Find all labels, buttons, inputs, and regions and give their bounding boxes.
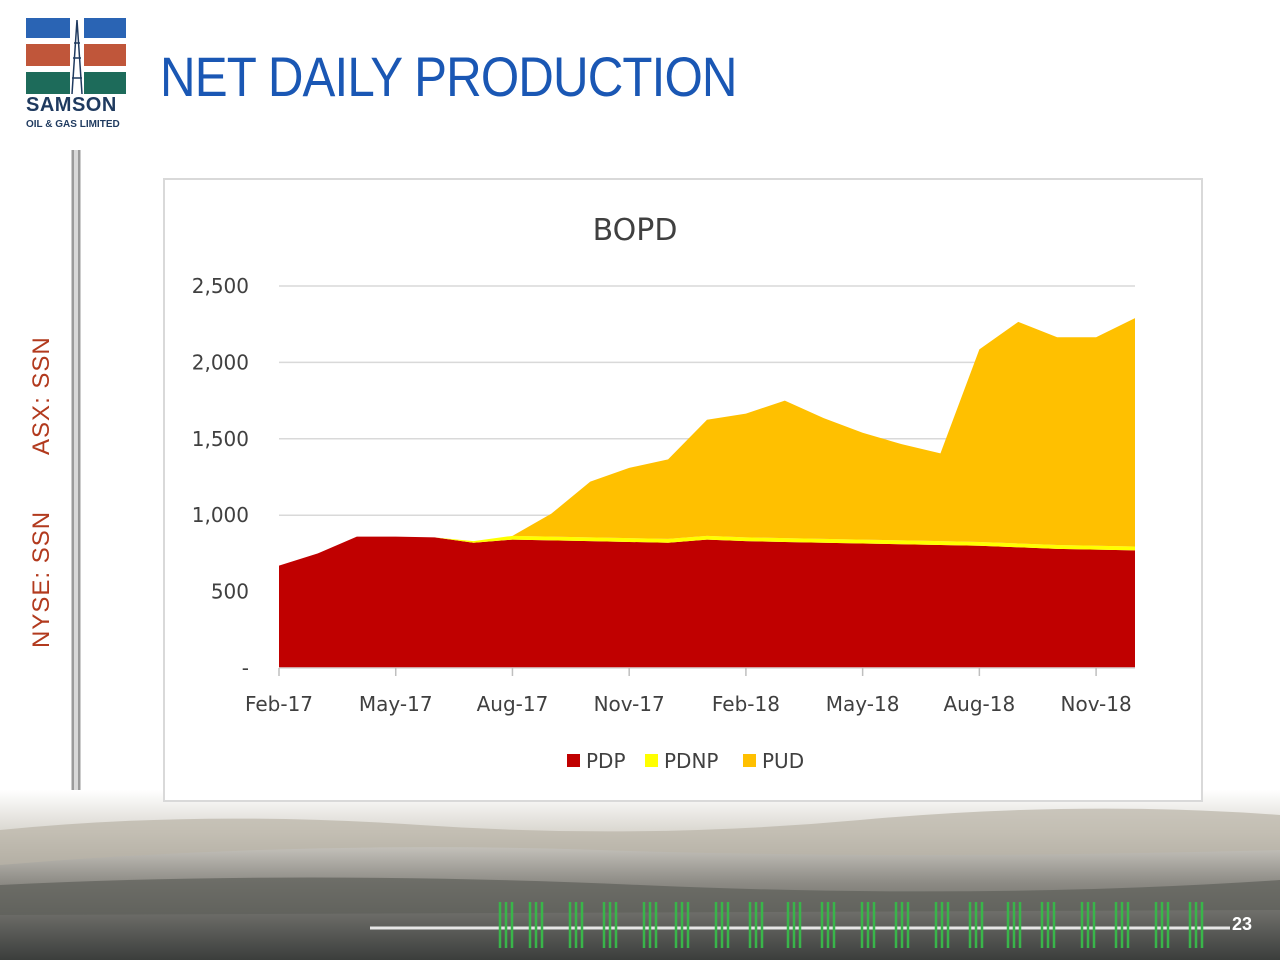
rock-strata-graphic [0,790,1280,960]
page-number: 23 [1232,914,1253,934]
bopd-area-chart: BOPD - 500 1,000 1,500 2,000 2,500 Feb-17 May-1… [192,213,1135,773]
x-tick-label: May-18 [826,692,900,716]
area-pdnp [279,535,1135,566]
chart-panel: BOPD - 500 1,000 1,500 2,000 2,500 Feb-17 May-1… [163,178,1203,802]
y-tick-label: 1,500 [192,427,249,451]
asx-ticker: ASX: SSN [28,336,55,455]
chart-title: BOPD [593,213,678,248]
x-tick-label: Nov-18 [1061,692,1132,716]
y-tick-label: 2,000 [192,350,249,374]
x-tick-label: May-17 [359,692,433,716]
perforation-marks [498,902,1204,948]
x-tick-label: Aug-18 [944,692,1016,716]
legend-swatch-pdnp [645,754,658,767]
x-tick-label: Feb-17 [245,692,313,716]
x-tick-label: Feb-18 [712,692,780,716]
y-tick-label: 2,500 [192,274,249,298]
ticker-symbols: NYSE: SSN ASX: SSN [28,336,56,648]
area-layer [279,318,1135,668]
legend-label-pdp: PDP [586,749,626,773]
legend: PDP PDNP PUD [567,749,804,773]
samson-logo: SAMSON OIL & GAS LIMITED [26,18,126,138]
x-tick-label: Nov-17 [594,692,665,716]
logo-tagline: OIL & GAS LIMITED [26,119,120,130]
oil-rig-icon [70,18,84,94]
legend-label-pdnp: PDNP [664,749,718,773]
y-tick-label: 500 [211,580,249,604]
area-pud [279,318,1135,566]
axis-layer: - 500 1,000 1,500 2,000 2,500 Feb-17 May-17 Aug-… [192,274,1135,716]
area-pdp [279,536,1135,668]
legend-swatch-pdp [567,754,580,767]
legend-label-pud: PUD [762,749,804,773]
legend-swatch-pud [743,754,756,767]
y-tick-label: - [242,656,249,680]
logo-name: SAMSON [26,94,117,116]
page-title: NET DAILY PRODUCTION [160,45,737,108]
y-tick-label: 1,000 [192,503,249,527]
nyse-ticker: NYSE: SSN [28,510,55,648]
x-tick-label: Aug-17 [477,692,549,716]
